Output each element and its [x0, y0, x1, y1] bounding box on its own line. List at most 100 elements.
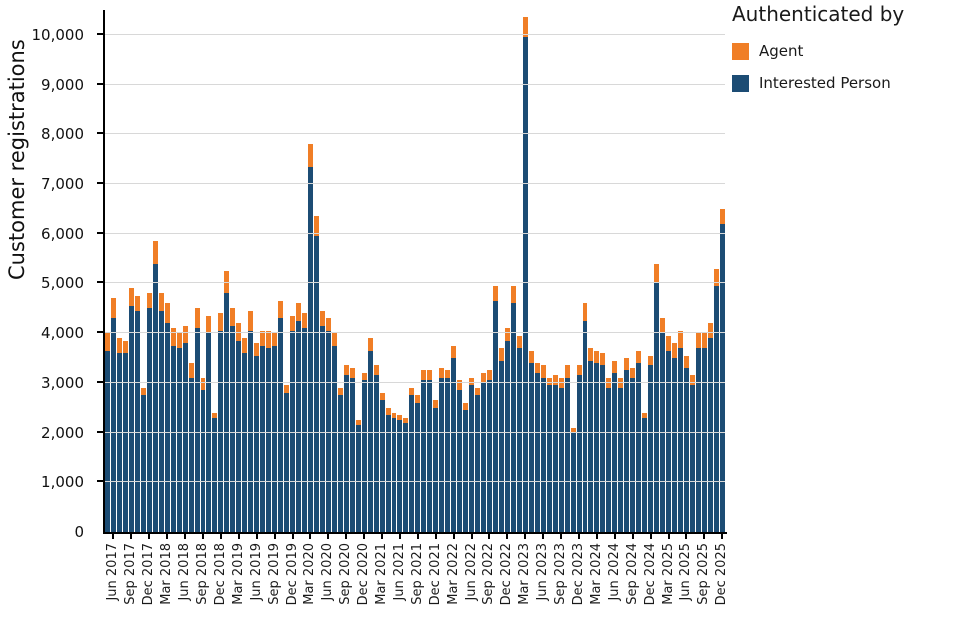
bar-agent-segment — [236, 323, 242, 341]
bar-interested-person-segment — [176, 348, 182, 532]
bar-agent-segment — [230, 308, 236, 326]
bar-interested-person-segment — [284, 392, 290, 532]
bar-column — [582, 10, 588, 532]
bar-column — [534, 10, 540, 532]
bar-column — [433, 10, 439, 532]
bar-agent-segment — [534, 362, 540, 373]
bar-interested-person-segment — [492, 300, 498, 532]
bar-interested-person-segment — [296, 320, 301, 532]
x-tick-mark — [184, 534, 187, 539]
x-tick-slot — [242, 534, 247, 634]
bar-interested-person-segment — [719, 223, 725, 532]
bar-agent-segment — [564, 365, 570, 378]
x-tick-slot: Sep 2020 — [338, 534, 353, 634]
bar-column — [630, 10, 636, 532]
bar-agent-segment — [654, 263, 660, 284]
bar-agent-segment — [594, 350, 600, 363]
bar-interested-person-segment — [701, 348, 707, 532]
bar-column — [367, 10, 373, 532]
x-tick-label: Dec 2025 — [714, 543, 730, 606]
x-tick-slot — [350, 534, 355, 634]
x-tick-slot — [529, 534, 534, 634]
bar-interested-person-segment — [367, 350, 373, 532]
bar-agent-segment — [666, 335, 672, 351]
bar-agent-segment — [116, 338, 122, 354]
x-tick-mark — [434, 534, 437, 539]
x-tick-mark — [398, 534, 401, 539]
legend: Authenticated by Agent Interested Person — [732, 2, 957, 106]
gridline — [97, 380, 725, 383]
x-tick-slot: Dec 2019 — [285, 534, 300, 634]
bar-column — [152, 10, 158, 532]
x-tick-slot — [708, 534, 713, 634]
bar-agent-segment — [445, 370, 451, 378]
x-tick-slot — [332, 534, 337, 634]
bar-column — [546, 10, 552, 532]
bar-column — [248, 10, 254, 532]
bar-interested-person-segment — [218, 330, 224, 532]
bar-agent-segment — [296, 303, 301, 321]
bar-column — [600, 10, 606, 532]
bar-interested-person-segment — [451, 358, 457, 532]
bar-column — [188, 10, 194, 532]
bar-column — [403, 10, 409, 532]
bar-column — [487, 10, 492, 532]
x-tick-slot: Dec 2023 — [571, 534, 586, 634]
bar-interested-person-segment — [188, 377, 194, 532]
x-tick-slot: Jun 2023 — [535, 534, 550, 634]
x-tick-mark — [255, 534, 258, 539]
bar-column — [457, 10, 463, 532]
bar-column — [451, 10, 457, 532]
bar-interested-person-segment — [648, 365, 654, 532]
x-tick-slot — [547, 534, 552, 634]
x-tick-mark — [201, 534, 204, 539]
gridline — [97, 331, 725, 334]
bar-agent-segment — [361, 372, 367, 381]
bar-column — [391, 10, 397, 532]
bar-agent-segment — [689, 375, 695, 386]
bar-agent-segment — [600, 353, 606, 366]
bar-agent-segment — [307, 144, 313, 167]
bar-interested-person-segment — [331, 345, 337, 532]
bar-interested-person-segment — [594, 362, 600, 532]
bar-interested-person-segment — [534, 372, 540, 532]
bar-interested-person-segment — [475, 395, 481, 532]
bar-column — [713, 10, 719, 532]
bar-agent-segment — [463, 402, 469, 411]
bar-interested-person-segment — [689, 385, 695, 532]
bar-agent-segment — [134, 295, 140, 311]
bar-column — [469, 10, 475, 532]
bar-agent-segment — [504, 328, 510, 341]
bar-interested-person-segment — [349, 377, 355, 532]
gridline — [97, 281, 725, 284]
bar-agent-segment — [576, 365, 582, 376]
x-tick-slot: Mar 2022 — [446, 534, 461, 634]
bar-agent-segment — [319, 310, 325, 326]
bar-column — [170, 10, 176, 532]
bar-column — [415, 10, 421, 532]
x-tick-mark — [309, 534, 312, 539]
bar-column — [110, 10, 116, 532]
x-tick-slot — [135, 534, 140, 634]
bar-interested-person-segment — [672, 358, 677, 532]
x-tick-mark — [452, 534, 455, 539]
x-tick-slot: Sep 2025 — [696, 534, 711, 634]
bar-column — [445, 10, 451, 532]
bar-column — [576, 10, 582, 532]
bar-column — [564, 10, 570, 532]
bar-interested-person-segment — [140, 395, 146, 532]
bar-column — [224, 10, 230, 532]
bar-column — [200, 10, 206, 532]
x-tick-slot — [475, 534, 480, 634]
bar-interested-person-segment — [666, 350, 672, 532]
bar-agent-segment — [272, 333, 278, 346]
gridline — [97, 82, 725, 85]
x-tick-slot — [153, 534, 158, 634]
bar-agent-segment — [212, 412, 218, 418]
bar-interested-person-segment — [134, 310, 140, 532]
x-tick-slot: Jun 2024 — [607, 534, 622, 634]
x-tick-mark — [506, 534, 509, 539]
bar-interested-person-segment — [182, 343, 188, 532]
x-tick-slot — [171, 534, 176, 634]
bar-column — [325, 10, 331, 532]
